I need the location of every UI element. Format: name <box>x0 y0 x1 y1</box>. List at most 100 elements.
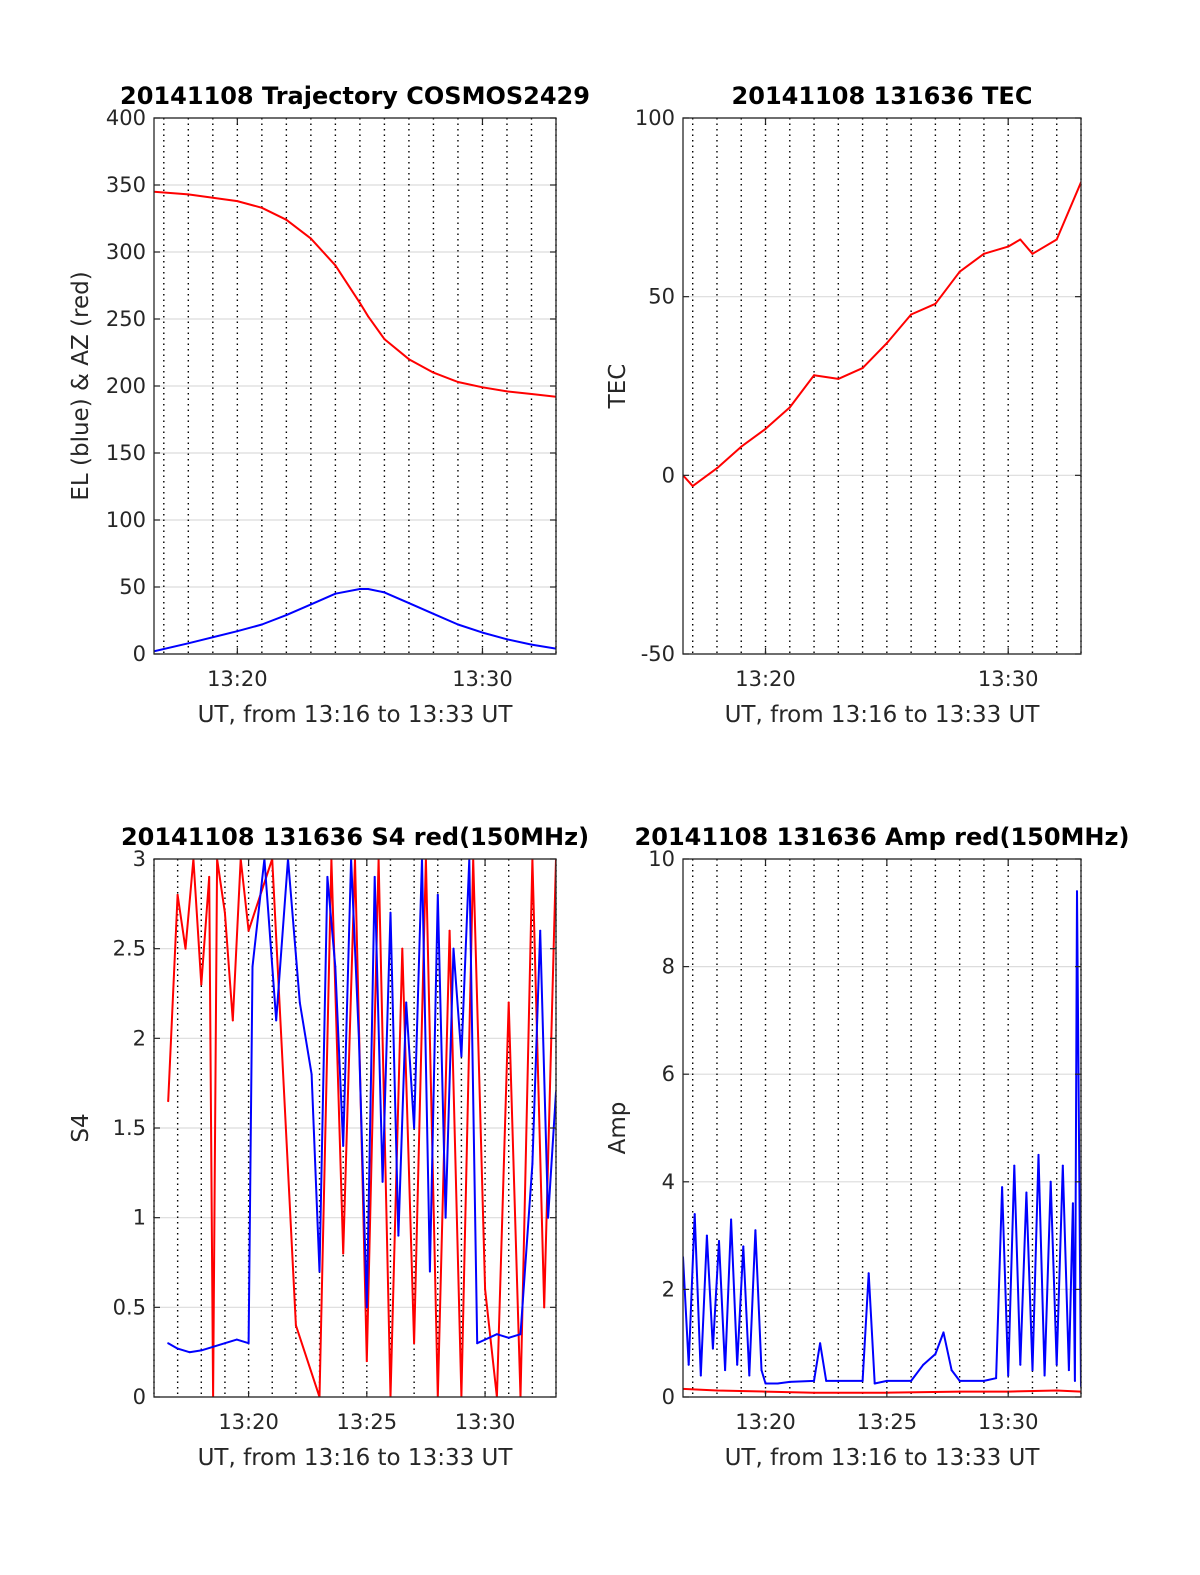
x-axis-label: UT, from 13:16 to 13:33 UT <box>198 702 514 728</box>
data-point <box>260 206 263 209</box>
data-point <box>460 1055 463 1058</box>
data-point <box>309 237 312 240</box>
y-tick-label: 150 <box>106 441 146 465</box>
data-point <box>200 1349 203 1352</box>
data-point <box>1007 1374 1010 1377</box>
data-point <box>495 1333 498 1336</box>
data-point <box>861 367 864 370</box>
y-tick-label: 2 <box>662 1277 675 1301</box>
data-point <box>448 929 451 932</box>
data-point <box>788 1380 791 1383</box>
data-point <box>334 264 337 267</box>
data-point <box>505 390 508 393</box>
data-point <box>740 445 743 448</box>
data-point <box>530 393 533 396</box>
data-point <box>208 875 211 878</box>
data-point <box>1073 1379 1076 1382</box>
data-point <box>982 252 985 255</box>
data-point <box>693 1213 696 1216</box>
data-point <box>687 1363 690 1366</box>
x-tick-label: 13:20 <box>735 1410 796 1434</box>
data-point <box>383 338 386 341</box>
data-point <box>1075 890 1078 893</box>
x-tick-label: 13:30 <box>455 1410 516 1434</box>
data-point <box>958 1379 961 1382</box>
x-tick-label: 13:30 <box>978 1410 1039 1434</box>
data-point <box>260 623 263 626</box>
y-tick-label: 2 <box>133 1026 146 1050</box>
data-point <box>873 1382 876 1385</box>
data-point <box>1067 1369 1070 1372</box>
data-point <box>184 947 187 950</box>
data-point <box>342 1252 345 1255</box>
data-point <box>1055 1363 1058 1366</box>
data-point <box>715 467 718 470</box>
data-point <box>885 1379 888 1382</box>
y-tick-label: 250 <box>106 307 146 331</box>
data-point <box>867 1272 870 1275</box>
data-point <box>476 1342 479 1345</box>
plot-area <box>683 859 1081 1397</box>
chart-title: 20141108 131636 TEC <box>732 82 1033 110</box>
data-point <box>764 1382 767 1385</box>
data-point <box>819 1342 822 1345</box>
series-line-s4-red <box>167 859 556 1397</box>
data-point <box>837 377 840 380</box>
data-point <box>223 911 226 914</box>
data-point <box>1055 238 1058 241</box>
data-point <box>825 1379 828 1382</box>
data-point <box>1061 1164 1064 1167</box>
data-point <box>373 875 376 878</box>
data-point <box>1019 238 1022 241</box>
chart-title: 20141108 131636 Amp red(150MHz) <box>635 823 1130 851</box>
y-tick-label: 400 <box>106 106 146 130</box>
data-point <box>275 1019 278 1022</box>
data-point <box>1031 252 1034 255</box>
data-point <box>251 965 254 968</box>
data-point <box>365 1360 368 1363</box>
data-point <box>481 386 484 389</box>
data-point <box>543 1306 546 1309</box>
y-axis-label: TEC <box>605 364 631 410</box>
data-point <box>334 965 337 968</box>
data-point <box>748 1374 751 1377</box>
data-point <box>484 1288 487 1291</box>
data-point <box>358 588 361 591</box>
data-point <box>334 592 337 595</box>
data-point <box>223 1342 226 1345</box>
y-tick-label: 10 <box>648 847 675 871</box>
data-point <box>764 427 767 430</box>
series-group <box>167 859 556 1397</box>
y-tick-label: 2.5 <box>113 937 146 961</box>
y-tick-label: 100 <box>635 106 675 130</box>
x-tick-label: 13:20 <box>735 667 796 691</box>
data-point <box>432 371 435 374</box>
data-point <box>754 1229 757 1232</box>
data-point <box>167 1100 170 1103</box>
chart-title: 20141108 Trajectory COSMOS2429 <box>120 82 590 110</box>
data-point <box>958 270 961 273</box>
data-point <box>407 602 410 605</box>
y-tick-label: 50 <box>648 285 675 309</box>
data-point <box>236 200 239 203</box>
data-point <box>187 193 190 196</box>
chart-amp: 0 2 4 6 8 10 13:20 13:25 13:30 20141108 131636 Am… <box>605 823 1129 1471</box>
data-point <box>428 1270 431 1273</box>
data-point <box>995 1377 998 1380</box>
data-point <box>397 1234 400 1237</box>
data-point <box>934 1352 937 1355</box>
y-tick-label: 350 <box>106 173 146 197</box>
data-point <box>413 1127 416 1129</box>
data-point <box>813 1379 816 1382</box>
y-tick-label: 200 <box>106 374 146 398</box>
data-point <box>365 1306 368 1309</box>
data-point <box>505 638 508 641</box>
x-tick-label: 13:25 <box>857 1410 918 1434</box>
data-point <box>1019 1363 1022 1366</box>
data-point <box>982 1379 985 1382</box>
data-point <box>813 374 816 377</box>
data-point <box>481 631 484 634</box>
y-tick-label: 50 <box>119 575 146 599</box>
data-point <box>788 406 791 409</box>
y-axis-label: EL (blue) & AZ (red) <box>68 271 94 500</box>
